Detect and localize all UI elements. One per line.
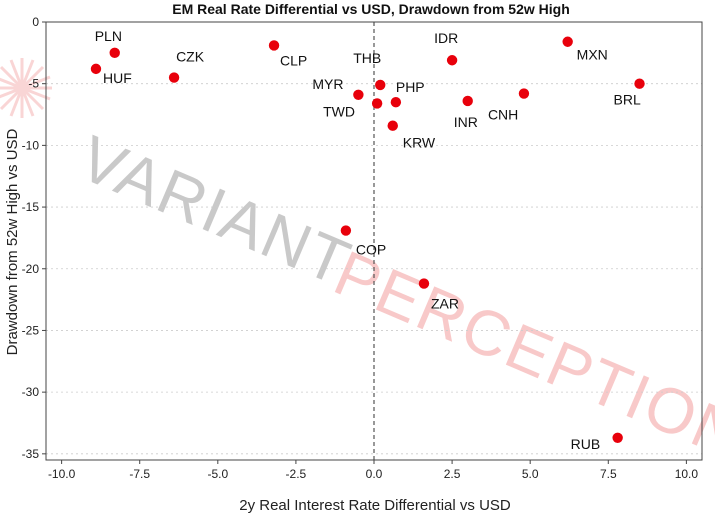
watermark-text-dark: VARIANT — [70, 122, 362, 300]
data-point — [387, 120, 398, 131]
data-point — [353, 89, 364, 100]
data-label: THB — [353, 50, 381, 66]
y-tick-label: -5 — [28, 77, 39, 91]
data-point — [371, 98, 383, 109]
chart-title: EM Real Rate Differential vs USD, Drawdo… — [172, 1, 570, 17]
data-label: IDR — [434, 30, 458, 46]
data-labels: PLN HUF CZK CLP MYR TWD THB PHP KRW IDR INR CNH MXN B… — [95, 28, 641, 452]
data-point — [90, 63, 102, 75]
data-label: RUB — [571, 436, 601, 452]
data-label: BRL — [614, 92, 641, 108]
y-axis-ticks: 0 -5 -10 -15 -20 -25 -30 -35 — [22, 15, 46, 461]
x-axis-ticks: -10.0 -7.5 -5.0 -2.5 0.0 2.5 5.0 7.5 10.0 — [48, 460, 698, 481]
y-tick-label: -15 — [22, 200, 40, 214]
x-tick-label: -10.0 — [48, 467, 76, 481]
data-label: CZK — [176, 49, 205, 65]
x-axis-label: 2y Real Interest Rate Differential vs US… — [239, 497, 511, 514]
x-tick-label: -5.0 — [207, 467, 228, 481]
data-point — [340, 225, 352, 236]
y-axis-label: Drawdown from 52w High vs USD — [4, 128, 21, 355]
x-tick-label: 5.0 — [522, 467, 539, 481]
data-point — [612, 432, 623, 443]
data-label: CLP — [280, 52, 307, 68]
x-tick-label: -7.5 — [129, 467, 150, 481]
data-label: PLN — [95, 28, 122, 44]
data-label: HUF — [103, 70, 132, 86]
data-label: CNH — [488, 107, 518, 123]
y-tick-label: -20 — [22, 262, 40, 276]
data-label: INR — [454, 114, 478, 130]
y-tick-label: -35 — [22, 447, 40, 461]
data-label: MXN — [577, 47, 608, 63]
watermark-logo-icon — [0, 58, 52, 118]
data-point — [168, 72, 180, 83]
y-tick-label: 0 — [32, 15, 39, 29]
data-point — [268, 40, 280, 51]
data-label: TWD — [323, 103, 355, 119]
data-label: COP — [356, 242, 386, 258]
data-point — [446, 55, 458, 66]
data-point — [418, 278, 430, 289]
x-tick-label: 7.5 — [600, 467, 617, 481]
data-label: ZAR — [431, 296, 459, 312]
watermark: VARIANT PERCEPTION — [0, 58, 715, 473]
data-point — [375, 79, 386, 91]
y-tick-label: -25 — [22, 323, 40, 337]
data-point — [562, 36, 573, 47]
data-point — [634, 78, 645, 89]
x-tick-label: 0.0 — [366, 467, 383, 481]
data-label: KRW — [403, 135, 436, 151]
y-tick-label: -30 — [22, 385, 40, 399]
x-tick-label: 2.5 — [444, 467, 461, 481]
data-label: PHP — [396, 79, 425, 95]
y-tick-label: -10 — [22, 138, 40, 152]
data-points — [90, 36, 645, 443]
x-tick-label: 10.0 — [675, 467, 699, 481]
data-point — [518, 88, 530, 99]
data-point — [109, 47, 120, 59]
watermark-text-red: PERCEPTION — [325, 237, 715, 474]
data-point — [390, 96, 402, 108]
data-label: MYR — [312, 76, 343, 92]
x-tick-label: -2.5 — [286, 467, 307, 481]
data-point — [462, 95, 473, 107]
